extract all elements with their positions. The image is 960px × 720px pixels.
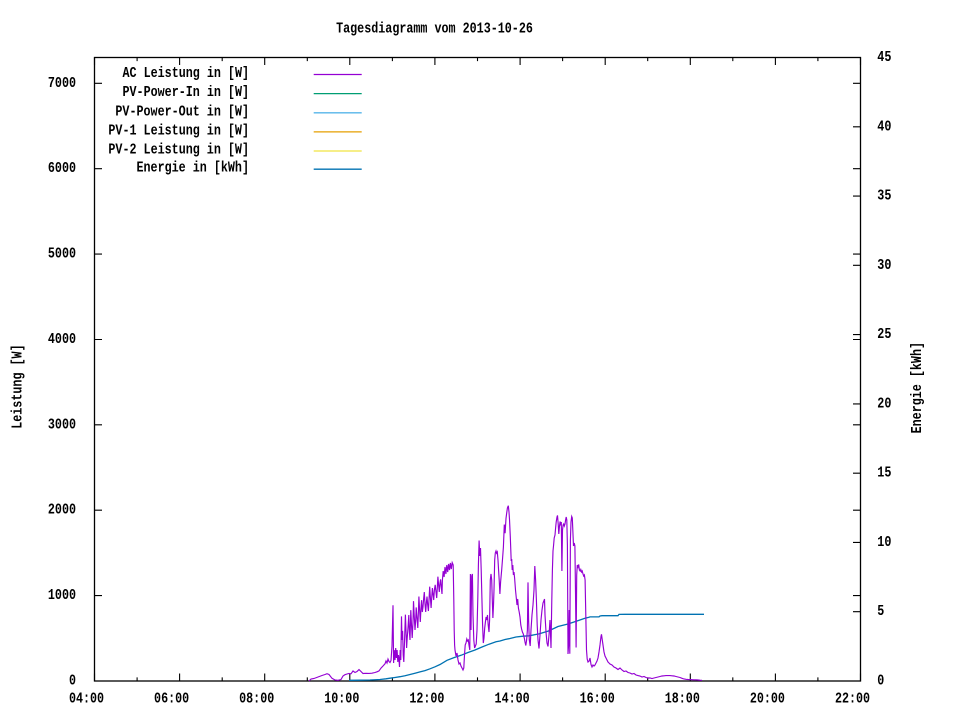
- svg-text:22:00: 22:00: [835, 692, 870, 708]
- svg-text:25: 25: [877, 327, 891, 343]
- svg-text:Energie in [kWh]: Energie in [kWh]: [137, 161, 250, 177]
- svg-text:04:00: 04:00: [69, 692, 104, 708]
- svg-text:7000: 7000: [48, 76, 76, 92]
- svg-text:3000: 3000: [48, 417, 76, 433]
- svg-text:AC Leistung in [W]: AC Leistung in [W]: [123, 66, 250, 82]
- svg-text:14:00: 14:00: [495, 692, 530, 708]
- svg-text:10: 10: [877, 535, 891, 551]
- svg-text:16:00: 16:00: [580, 692, 615, 708]
- svg-text:PV-Power-Out in [W]: PV-Power-Out in [W]: [115, 104, 249, 120]
- svg-text:20: 20: [877, 396, 891, 412]
- svg-text:40: 40: [877, 119, 891, 135]
- svg-text:2000: 2000: [48, 503, 76, 519]
- svg-text:PV-Power-In in [W]: PV-Power-In in [W]: [123, 85, 250, 101]
- svg-text:1000: 1000: [48, 588, 76, 604]
- svg-text:6000: 6000: [48, 161, 76, 177]
- svg-text:4000: 4000: [48, 332, 76, 348]
- svg-text:PV-2 Leistung in [W]: PV-2 Leistung in [W]: [108, 143, 249, 159]
- svg-text:0: 0: [69, 674, 76, 690]
- svg-text:10:00: 10:00: [324, 692, 359, 708]
- svg-text:45: 45: [877, 50, 891, 66]
- svg-text:08:00: 08:00: [239, 692, 274, 708]
- svg-text:20:00: 20:00: [750, 692, 785, 708]
- svg-text:18:00: 18:00: [665, 692, 700, 708]
- svg-text:5: 5: [877, 604, 884, 620]
- svg-text:Energie [kWh]: Energie [kWh]: [910, 342, 926, 433]
- svg-text:12:00: 12:00: [409, 692, 444, 708]
- svg-text:06:00: 06:00: [154, 692, 189, 708]
- svg-text:35: 35: [877, 189, 891, 205]
- svg-text:30: 30: [877, 258, 891, 274]
- svg-text:Tagesdiagramm vom 2013-10-26: Tagesdiagramm vom 2013-10-26: [336, 22, 533, 38]
- svg-text:15: 15: [877, 466, 891, 482]
- svg-text:PV-1 Leistung in [W]: PV-1 Leistung in [W]: [108, 123, 249, 139]
- svg-text:0: 0: [877, 674, 884, 690]
- svg-text:Leistung [W]: Leistung [W]: [11, 344, 27, 428]
- svg-text:5000: 5000: [48, 247, 76, 263]
